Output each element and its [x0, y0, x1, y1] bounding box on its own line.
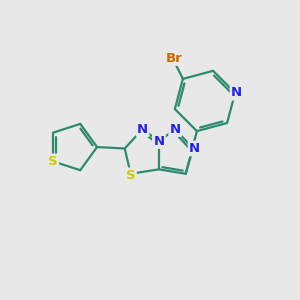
- Text: N: N: [170, 123, 181, 136]
- Text: N: N: [137, 123, 148, 136]
- Text: S: S: [126, 169, 136, 182]
- Text: N: N: [153, 135, 164, 148]
- Text: N: N: [189, 142, 200, 155]
- Text: N: N: [231, 86, 242, 99]
- Text: S: S: [48, 155, 58, 168]
- Text: Br: Br: [166, 52, 182, 64]
